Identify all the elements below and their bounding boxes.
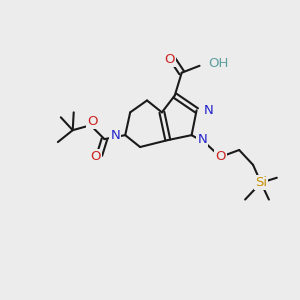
Text: OH: OH <box>208 57 229 70</box>
Text: O: O <box>87 115 98 128</box>
Text: N: N <box>198 133 207 146</box>
Text: N: N <box>203 104 213 117</box>
Text: Si: Si <box>255 176 267 189</box>
Text: O: O <box>165 53 175 66</box>
Text: O: O <box>90 150 101 164</box>
Text: N: N <box>110 129 120 142</box>
Text: O: O <box>215 150 226 164</box>
